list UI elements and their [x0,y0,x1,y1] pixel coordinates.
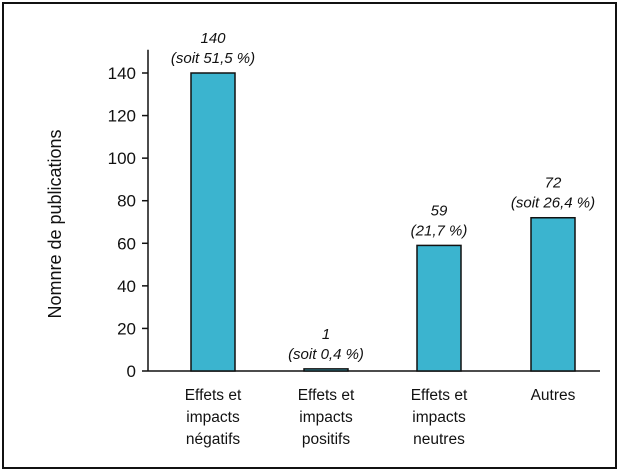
y-axis-title: Nomnre de publications [45,129,65,318]
category-label: Effets et [411,387,468,404]
data-label: (soit 26,4 %) [511,195,595,212]
chart-frame [2,2,617,469]
y-tick-label: 60 [117,234,136,253]
bar [190,72,236,372]
data-label: 72 [545,175,562,192]
category-label: positifs [302,431,350,448]
data-label: (soit 0,4 %) [288,346,364,363]
y-tick-label: 100 [108,149,136,168]
bar [416,244,462,372]
data-label: 1 [322,326,330,343]
category-label: impacts [299,409,353,426]
y-tick-label: 120 [108,107,136,126]
y-tick-label: 80 [117,192,136,211]
category-label: négatifs [186,431,241,448]
category-label: Effets et [298,387,355,404]
data-label: 140 [200,30,226,47]
y-tick-label: 0 [127,362,136,381]
category-label: Autres [531,387,576,404]
y-axis-label-group: Nomnre de publications [45,129,65,318]
bars [190,72,576,372]
y-tick-label: 140 [108,64,136,83]
category-label: impacts [412,409,466,426]
data-labels: 140 (soit 51,5 %) 1 (soit 0,4 %) 59 (21,7 %) 7… [171,30,595,363]
y-axis: 0 20 40 60 80 100 120 140 [108,49,149,381]
data-label: (21,7 %) [411,222,468,239]
data-label: 59 [431,202,448,219]
data-label: (soit 51,5 %) [171,50,255,67]
y-tick-label: 20 [117,319,136,338]
bar [530,216,576,372]
category-labels: Effets et impacts négatifs Effets et impacts… [185,387,576,448]
y-tick-label: 40 [117,277,136,296]
category-label: neutres [413,431,465,448]
category-label: Effets et [185,387,242,404]
category-label: impacts [186,409,240,426]
bar [303,368,349,372]
